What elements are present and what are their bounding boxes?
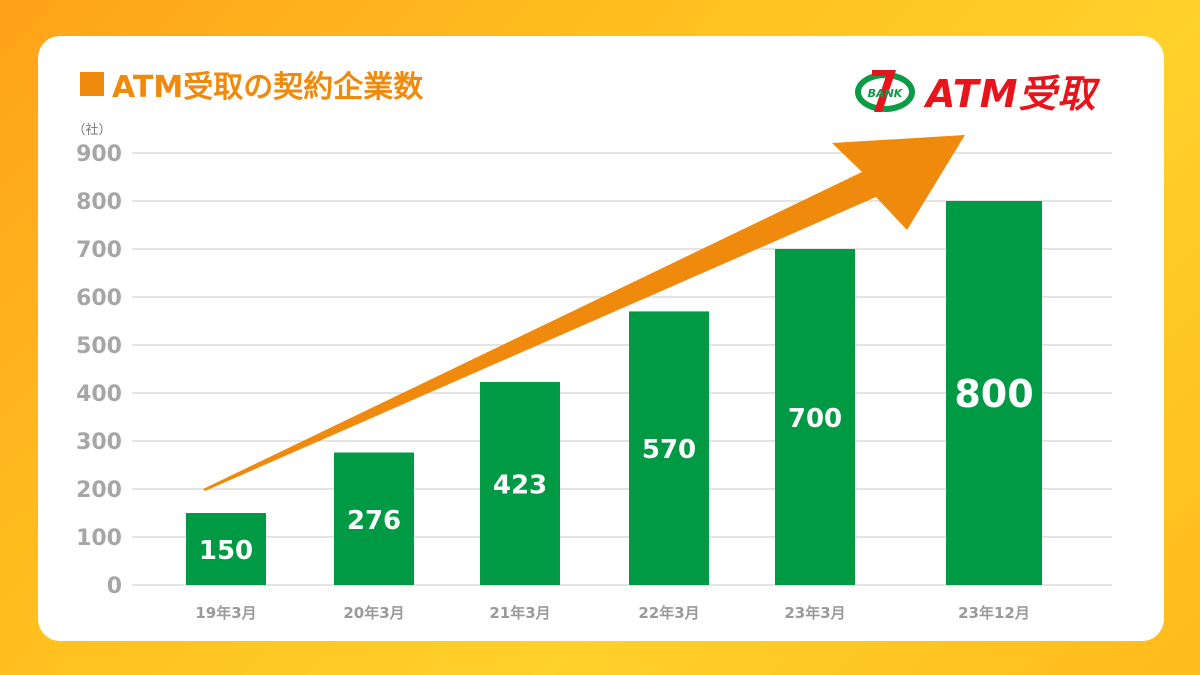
x-tick-label: 23年3月 — [784, 604, 845, 622]
bar-value-label: 276 — [347, 506, 401, 536]
x-tick-label: 22年3月 — [638, 604, 699, 622]
brand-text: ATM受取 — [926, 71, 1097, 116]
chart-title: ATM受取の契約企業数 — [80, 64, 424, 105]
bar — [629, 311, 709, 585]
y-axis-ticks: 0 100 200 300 400 500 600 700 800 900 — [76, 142, 122, 599]
x-tick-label: 21年3月 — [489, 604, 550, 622]
bar — [775, 249, 855, 585]
y-tick-label: 400 — [76, 382, 122, 407]
x-axis-ticks: 19年3月 20年3月 21年3月 22年3月 23年3月 23年12月 — [195, 604, 1030, 622]
bar-value-label: 570 — [642, 435, 696, 465]
y-tick-label: 100 — [76, 526, 122, 551]
x-tick-label: 20年3月 — [343, 604, 404, 622]
bar — [946, 201, 1042, 585]
title-square-icon — [80, 72, 104, 96]
y-tick-label: 800 — [76, 190, 122, 215]
y-tick-label: 600 — [76, 286, 122, 311]
y-tick-label: 200 — [76, 478, 122, 503]
y-tick-label: 0 — [107, 574, 122, 599]
brand-logo: BANK ATM受取 — [852, 62, 1097, 118]
y-tick-label: 700 — [76, 238, 122, 263]
y-tick-label: 500 — [76, 334, 122, 359]
bar-value-label: 700 — [788, 404, 842, 434]
chart-title-text: ATM受取の契約企業数 — [112, 70, 424, 105]
bar-value-label: 800 — [954, 372, 1033, 416]
data-labels: 150 276 423 570 700 800 — [199, 372, 1034, 566]
bar-value-label: 423 — [493, 470, 547, 500]
bars — [186, 201, 1042, 585]
bar — [480, 381, 560, 585]
y-tick-label: 300 — [76, 430, 122, 455]
bar-value-label: 150 — [199, 536, 253, 566]
bank-badge-icon: BANK — [855, 70, 915, 112]
badge-text: BANK — [868, 87, 904, 100]
y-axis-label: （社） — [72, 122, 111, 138]
x-tick-label: 19年3月 — [195, 604, 256, 622]
bar — [186, 513, 266, 585]
trend-arrow-shape — [203, 135, 965, 491]
y-tick-label: 900 — [76, 142, 122, 167]
x-tick-label: 23年12月 — [958, 604, 1030, 622]
trend-arrow — [203, 135, 965, 491]
bar — [334, 452, 414, 585]
